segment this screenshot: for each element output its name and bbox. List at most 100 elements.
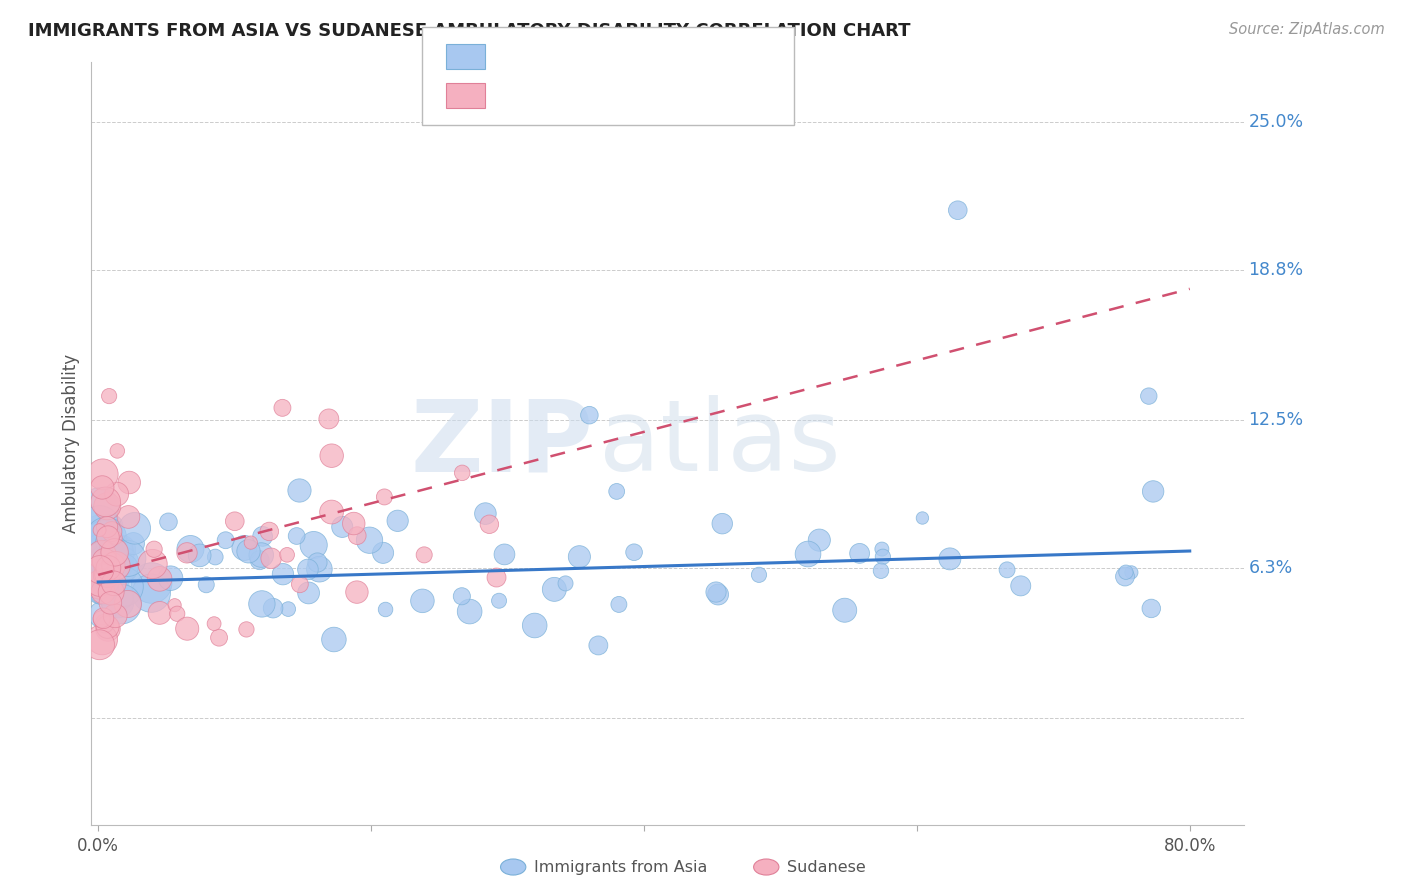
Text: N =: N = <box>609 84 648 102</box>
Point <box>96 500 118 514</box>
Point <box>159 571 181 585</box>
Point <box>711 516 734 531</box>
Point <box>98 389 121 403</box>
Point <box>374 602 396 616</box>
Text: 6.3%: 6.3% <box>1249 558 1292 577</box>
Point <box>91 580 114 594</box>
Point <box>112 561 135 575</box>
Point <box>285 529 308 543</box>
Point <box>93 611 115 625</box>
Point <box>322 632 344 647</box>
Text: 66: 66 <box>651 84 685 102</box>
Point <box>108 564 131 578</box>
Point <box>89 523 111 537</box>
Point <box>371 546 394 560</box>
Point <box>214 533 236 548</box>
Point <box>252 529 274 543</box>
Point <box>208 631 231 645</box>
Point <box>797 547 820 561</box>
Point <box>1115 566 1137 580</box>
Point <box>100 558 122 573</box>
Point <box>110 597 132 611</box>
Point <box>478 517 501 532</box>
Point <box>343 516 366 531</box>
Point <box>97 561 120 575</box>
Point <box>105 556 128 570</box>
Point <box>359 533 381 548</box>
Point <box>946 203 969 218</box>
Point <box>911 511 934 525</box>
Point <box>704 585 727 599</box>
Point <box>89 581 111 595</box>
Text: 18.8%: 18.8% <box>1249 260 1303 279</box>
Point <box>330 520 353 534</box>
Text: Sudanese: Sudanese <box>787 860 866 874</box>
Point <box>623 545 645 559</box>
Point <box>91 480 114 494</box>
Point <box>94 574 117 588</box>
Point <box>249 553 271 567</box>
Point <box>1137 389 1160 403</box>
Point <box>112 580 135 594</box>
Point <box>259 524 281 539</box>
Point <box>195 578 218 592</box>
Point <box>141 586 163 600</box>
Point <box>307 556 329 570</box>
Point <box>308 562 330 576</box>
Point <box>143 542 166 557</box>
Point <box>870 542 893 557</box>
Text: 80.0%: 80.0% <box>1164 837 1216 855</box>
Point <box>108 541 131 556</box>
Point <box>250 548 273 562</box>
Point <box>91 544 114 558</box>
Point <box>93 582 115 597</box>
Point <box>474 507 496 521</box>
Point <box>163 598 186 612</box>
Point <box>707 588 730 602</box>
Text: R =: R = <box>496 43 536 61</box>
Point <box>105 444 128 458</box>
Point <box>89 563 111 577</box>
Point <box>96 535 118 549</box>
Point <box>276 548 298 562</box>
Point <box>100 585 122 599</box>
Point <box>118 475 141 490</box>
Point <box>413 548 436 562</box>
Point <box>523 618 546 632</box>
Point <box>808 533 831 548</box>
Point <box>297 562 319 576</box>
Point <box>250 597 273 611</box>
Text: R =: R = <box>496 84 536 102</box>
Point <box>89 572 111 586</box>
Point <box>260 551 283 566</box>
Point <box>89 552 111 566</box>
Point <box>239 535 262 549</box>
Point <box>91 632 114 647</box>
Point <box>202 616 225 631</box>
Point <box>97 572 120 586</box>
Point <box>105 487 128 501</box>
Point <box>104 531 127 545</box>
Point <box>103 558 125 573</box>
Point <box>149 572 172 586</box>
Point <box>1010 579 1032 593</box>
Point <box>91 528 114 542</box>
Point <box>117 551 139 566</box>
Point <box>103 548 125 562</box>
Point <box>94 531 117 545</box>
Point <box>224 514 246 528</box>
Point <box>1114 569 1136 583</box>
Point <box>89 576 111 591</box>
Text: Source: ZipAtlas.com: Source: ZipAtlas.com <box>1229 22 1385 37</box>
Point <box>104 545 127 559</box>
Point <box>321 449 343 463</box>
Point <box>104 558 127 573</box>
Point <box>141 576 163 591</box>
Point <box>93 533 115 547</box>
Point <box>238 544 260 558</box>
Text: 107: 107 <box>651 43 685 61</box>
Point <box>90 567 112 582</box>
Point <box>93 554 115 568</box>
Point <box>97 563 120 577</box>
Point <box>91 577 114 591</box>
